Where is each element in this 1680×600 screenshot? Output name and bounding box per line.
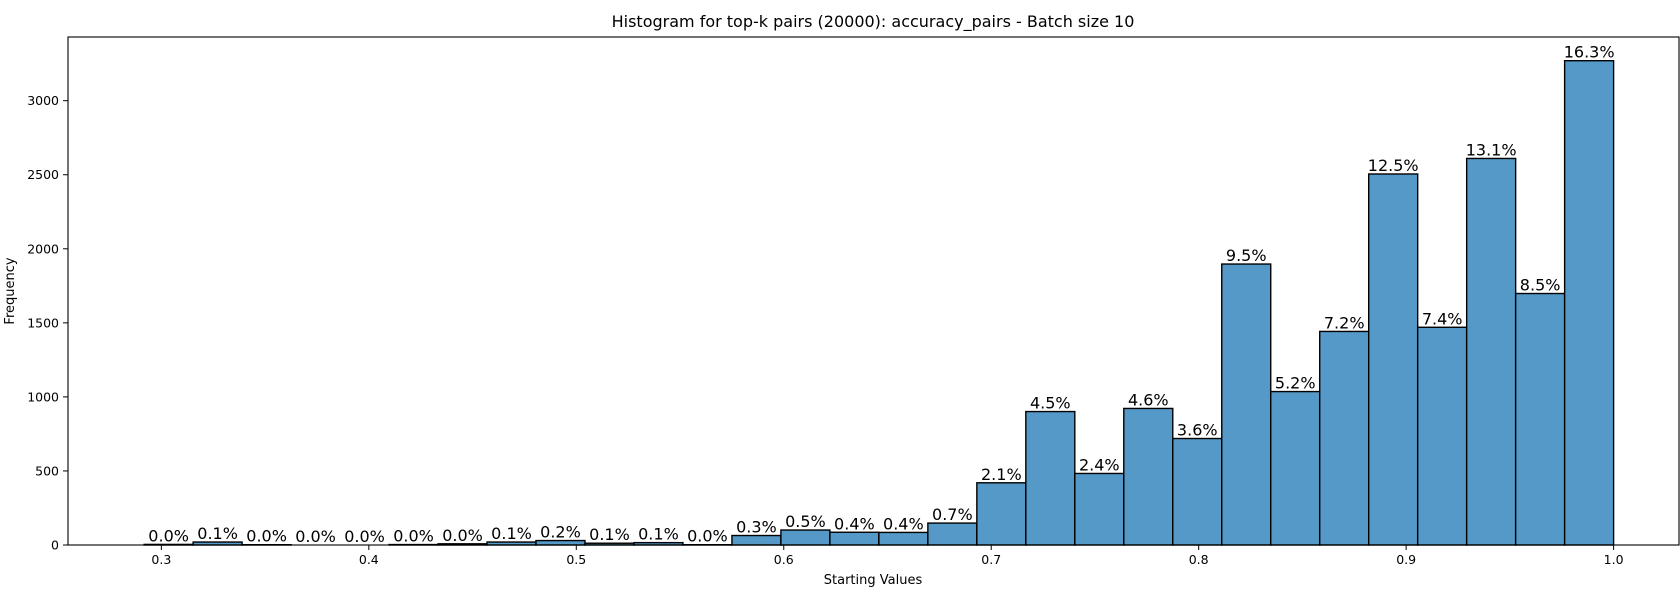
- bar-percentage-label: 16.3%: [1564, 43, 1615, 62]
- bar-percentage-label: 9.5%: [1226, 246, 1267, 265]
- x-axis-label: Starting Values: [824, 573, 923, 588]
- x-tick-label: 0.6: [774, 552, 794, 567]
- y-tick-label: 2500: [27, 167, 59, 182]
- bar-percentage-label: 0.0%: [687, 527, 728, 546]
- bar-percentage-label: 0.4%: [834, 514, 875, 533]
- bar-percentage-label: 0.0%: [393, 527, 434, 546]
- histogram-bar: [1367, 173, 1419, 546]
- bar-percentage-label: 4.6%: [1128, 390, 1169, 409]
- y-tick-label: 2000: [27, 241, 59, 256]
- bar-percentage-label: 0.2%: [540, 523, 581, 542]
- y-tick-label: 3000: [27, 93, 59, 108]
- bar-percentage-label: 8.5%: [1520, 276, 1561, 295]
- bar-percentage-label: 0.0%: [442, 526, 483, 545]
- bar-percentage-label: 0.0%: [148, 526, 189, 545]
- histogram-bar: [1465, 157, 1517, 546]
- histogram-bar: [1221, 263, 1272, 546]
- histogram-bar: [1563, 59, 1615, 546]
- bar-percentage-label: 13.1%: [1466, 140, 1517, 159]
- y-axis-label: Frequency: [3, 257, 18, 324]
- bars-group: [143, 59, 1615, 546]
- histogram-bar: [731, 534, 782, 546]
- x-tick-label: 0.7: [981, 552, 1001, 567]
- x-tick-label: 0.4: [359, 552, 379, 567]
- chart-title: Histogram for top-k pairs (20000): accur…: [612, 12, 1135, 32]
- histogram-bar: [1172, 437, 1223, 546]
- y-tick-label: 0: [51, 538, 59, 553]
- histogram-bar: [780, 529, 831, 546]
- histogram-bar: [1074, 472, 1125, 546]
- x-tick-label: 0.5: [566, 552, 586, 567]
- histogram-bar: [1319, 330, 1370, 546]
- x-tick-label: 1.0: [1604, 552, 1624, 567]
- histogram-bar: [1514, 292, 1566, 546]
- histogram-bar: [878, 531, 929, 546]
- bar-percentage-label: 0.1%: [589, 525, 630, 544]
- histogram-bar: [1123, 407, 1174, 546]
- bar-percentage-label: 2.4%: [1079, 455, 1120, 474]
- bar-percentage-label: 0.3%: [736, 518, 777, 537]
- plot-frame: [67, 36, 1680, 546]
- bar-percentage-label: 2.1%: [981, 465, 1022, 484]
- bar-percentage-label: 5.2%: [1275, 374, 1316, 393]
- bar-percentage-label: 7.2%: [1324, 313, 1365, 332]
- x-tick-label: 0.9: [1396, 552, 1416, 567]
- histogram-bar: [829, 531, 880, 546]
- bar-percentage-label: 0.0%: [295, 527, 336, 546]
- bar-percentage-label: 7.4%: [1422, 309, 1463, 328]
- histogram-bar: [1270, 390, 1321, 546]
- histogram-bar: [976, 482, 1027, 546]
- bar-percentage-label: 0.1%: [491, 524, 532, 543]
- bar-percentage-label: 0.1%: [638, 525, 679, 544]
- bar-percentage-label: 0.0%: [344, 527, 385, 546]
- bar-percentage-label: 0.7%: [932, 505, 973, 524]
- histogram-bar: [1025, 410, 1076, 546]
- bar-percentage-label: 0.1%: [197, 524, 238, 543]
- bar-labels-group: 0.0% 0.1% 0.0% 0.0% 0.0% 0.0% 0.0% 0.1% 0.2% 0.1%…: [148, 43, 1614, 546]
- bar-percentage-label: 4.5%: [1030, 394, 1071, 413]
- bar-percentage-label: 3.6%: [1177, 421, 1218, 440]
- x-axis-ticks: 0.3 0.4 0.5 0.6 0.7 0.8 0.9 1.0: [151, 545, 1624, 567]
- bar-percentage-label: 0.4%: [883, 514, 924, 533]
- x-tick-label: 0.8: [1189, 552, 1209, 567]
- bar-percentage-label: 0.0%: [246, 527, 287, 546]
- y-tick-label: 1500: [27, 315, 59, 330]
- y-axis-ticks: 0 500 1000 1500 2000 2500 3000: [27, 93, 68, 553]
- histogram-bar: [1416, 326, 1468, 546]
- y-tick-label: 500: [35, 463, 59, 478]
- bar-percentage-label: 12.5%: [1368, 156, 1419, 175]
- y-tick-label: 1000: [27, 389, 59, 404]
- histogram-bar: [927, 522, 978, 546]
- x-tick-label: 0.3: [151, 552, 171, 567]
- bar-percentage-label: 0.5%: [785, 512, 826, 531]
